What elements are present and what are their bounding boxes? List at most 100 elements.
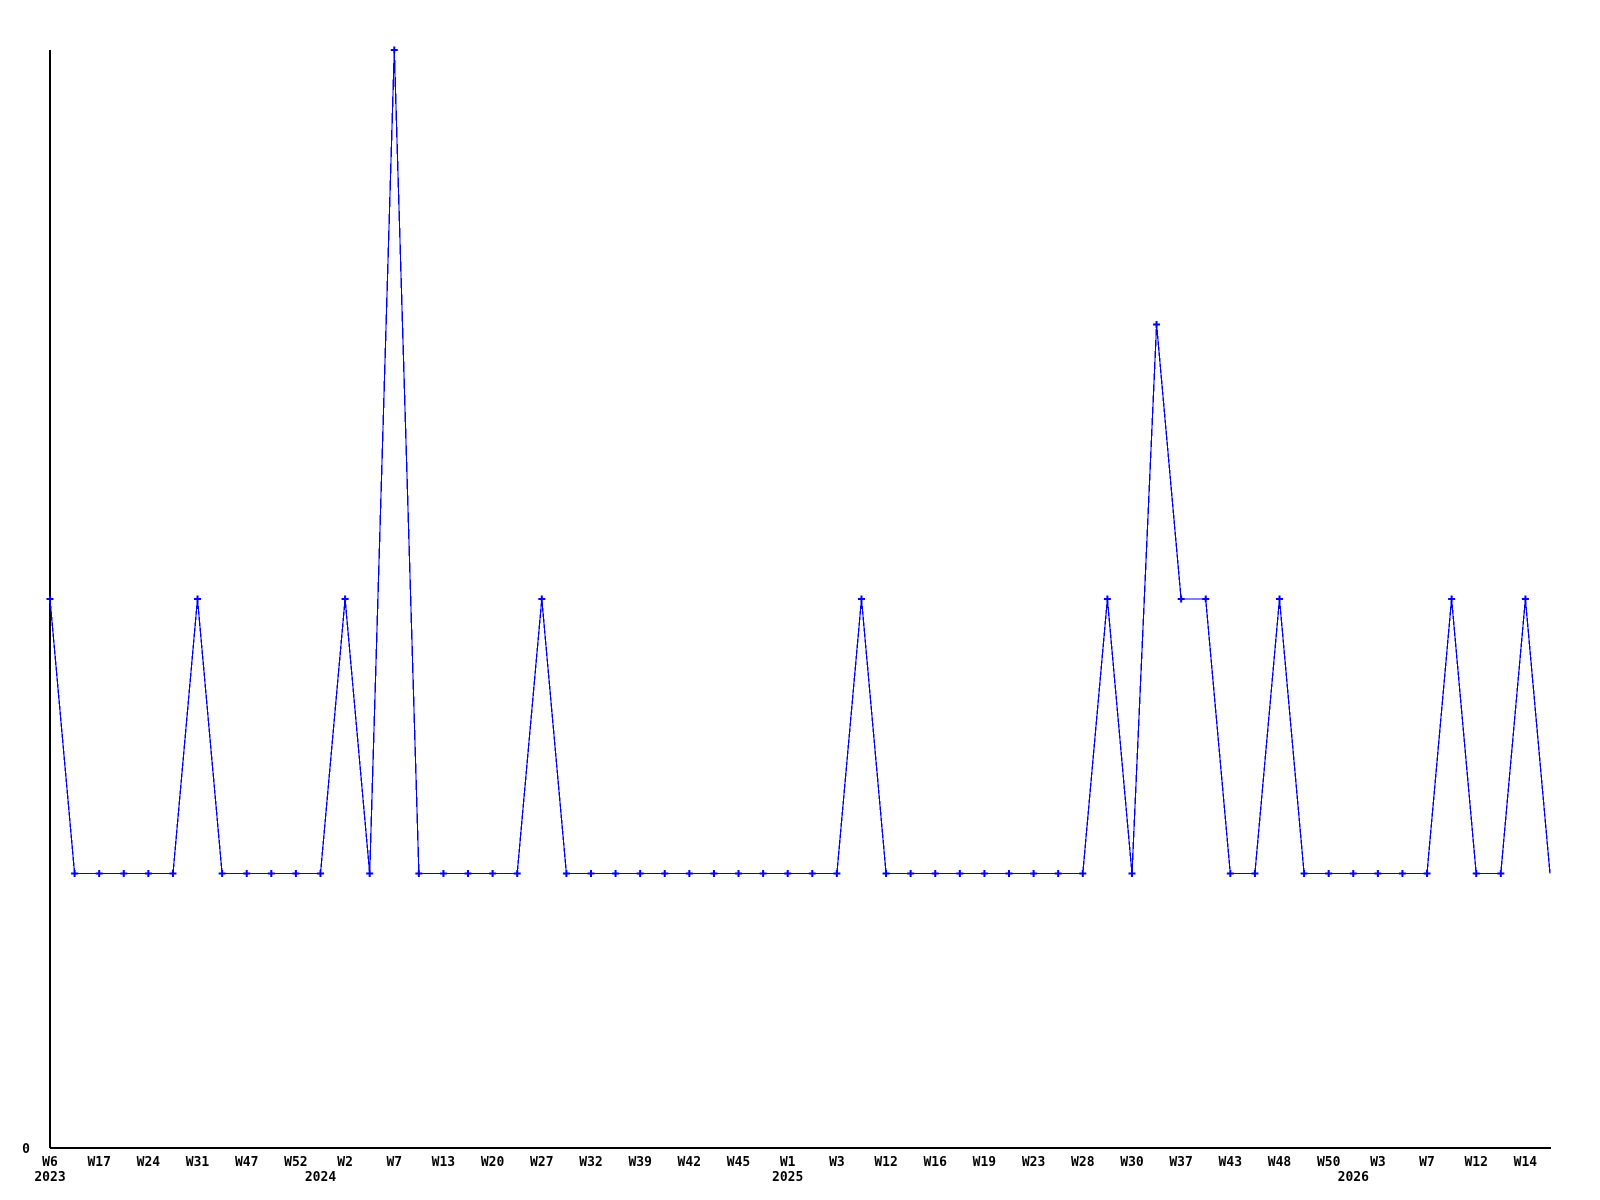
x-year-label: 2025 [772, 1170, 803, 1185]
x-year-label: 2023 [34, 1170, 65, 1185]
data-point-marker [169, 870, 177, 877]
x-tick-label: W13 [432, 1155, 455, 1170]
data-point-marker [759, 870, 767, 877]
data-point-marker [415, 870, 423, 877]
data-point-marker [439, 870, 447, 877]
data-point-marker [1276, 595, 1284, 603]
x-tick-label: W48 [1268, 1155, 1292, 1170]
data-point-marker [1030, 870, 1038, 877]
data-point-marker [1300, 870, 1308, 877]
x-tick-label: W52 [284, 1155, 307, 1170]
data-point-marker [833, 870, 841, 877]
x-tick-label: W3 [829, 1155, 845, 1170]
data-point-marker [243, 870, 251, 877]
x-tick-label: W12 [874, 1155, 897, 1170]
data-point-marker [710, 870, 718, 877]
data-point-marker [1079, 870, 1087, 877]
x-year-labels: 2023 2024 2025 2026 [34, 1170, 1369, 1185]
data-point-marker [292, 870, 300, 877]
y-axis-origin-label: 0 [22, 1142, 30, 1157]
data-point-marker [46, 595, 54, 603]
data-point-marker [489, 870, 497, 877]
data-point-marker [390, 46, 398, 54]
x-tick-label: W20 [481, 1155, 505, 1170]
data-point-marker [956, 870, 964, 877]
x-tick-label: W42 [678, 1155, 701, 1170]
data-point-marker [1448, 595, 1456, 603]
data-point-marker [95, 870, 103, 877]
x-tick-label: W19 [973, 1155, 996, 1170]
x-tick-label: W32 [579, 1155, 602, 1170]
data-point-marker [1153, 321, 1161, 328]
x-tick-label: W43 [1219, 1155, 1242, 1170]
data-point-marker [538, 595, 546, 603]
x-tick-label: W12 [1464, 1155, 1487, 1170]
x-tick-labels: W6 W17 W24 W31 W47 W52 W2 W7 W13 W20 W27 W32 W39 W42 W… [42, 1155, 1537, 1170]
data-point-marker [907, 870, 915, 877]
x-tick-label: W50 [1317, 1155, 1341, 1170]
data-point-marker [1128, 870, 1136, 877]
x-tick-label: W16 [923, 1155, 947, 1170]
data-point-marker [316, 870, 324, 877]
data-point-marker [194, 595, 202, 603]
x-tick-label: W14 [1514, 1155, 1538, 1170]
x-tick-label: W17 [87, 1155, 110, 1170]
x-tick-label: W23 [1022, 1155, 1045, 1170]
data-point-marker [931, 870, 939, 877]
data-point-marker [1177, 595, 1185, 603]
data-point-marker [980, 870, 988, 877]
x-tick-label: W3 [1370, 1155, 1386, 1170]
data-point-marker [144, 870, 152, 877]
data-point-marker [1103, 595, 1111, 603]
x-tick-label: W30 [1120, 1155, 1144, 1170]
data-point-marker [1423, 870, 1431, 877]
x-year-label: 2024 [305, 1170, 336, 1185]
data-point-marker [562, 870, 570, 877]
data-point-marker [1202, 595, 1210, 603]
data-point-marker [1521, 595, 1529, 603]
data-point-marker [612, 870, 620, 877]
data-point-marker [661, 870, 669, 877]
data-point-marker [808, 870, 816, 877]
data-point-marker [218, 870, 226, 877]
data-point-marker [1226, 870, 1234, 877]
data-point-marker [341, 595, 349, 603]
data-point-marker [1497, 870, 1505, 877]
x-tick-label: W45 [727, 1155, 750, 1170]
x-tick-label: W28 [1071, 1155, 1095, 1170]
data-point-marker [1349, 870, 1357, 877]
data-point-marker [857, 595, 865, 603]
x-tick-label: W1 [780, 1155, 796, 1170]
data-point-marker [366, 870, 374, 877]
data-point-marker [71, 870, 79, 877]
data-point-marker [587, 870, 595, 877]
series [49, 49, 1551, 875]
x-tick-label: W39 [628, 1155, 651, 1170]
data-point-marker [464, 870, 472, 877]
x-year-label: 2026 [1338, 1170, 1369, 1185]
data-point-marker [1005, 870, 1013, 877]
data-point-marker [513, 870, 521, 877]
data-point-marker [1251, 870, 1259, 877]
markers [46, 46, 1529, 877]
data-point-marker [1472, 870, 1480, 877]
data-point-marker [120, 870, 128, 877]
x-tick-label: W37 [1169, 1155, 1192, 1170]
data-point-marker [1054, 870, 1062, 877]
series-line [49, 49, 1551, 875]
data-point-marker [685, 870, 693, 877]
data-point-marker [1325, 870, 1333, 877]
axes: 0 [22, 50, 1551, 1157]
x-tick-label: W6 [42, 1155, 58, 1170]
data-point-marker [882, 870, 890, 877]
x-tick-label: W27 [530, 1155, 553, 1170]
x-tick-label: W7 [1419, 1155, 1435, 1170]
x-tick-label: W24 [137, 1155, 161, 1170]
x-tick-label: W31 [186, 1155, 210, 1170]
data-point-marker [267, 870, 275, 877]
data-point-marker [784, 870, 792, 877]
data-point-marker [1398, 870, 1406, 877]
data-point-marker [1374, 870, 1382, 877]
